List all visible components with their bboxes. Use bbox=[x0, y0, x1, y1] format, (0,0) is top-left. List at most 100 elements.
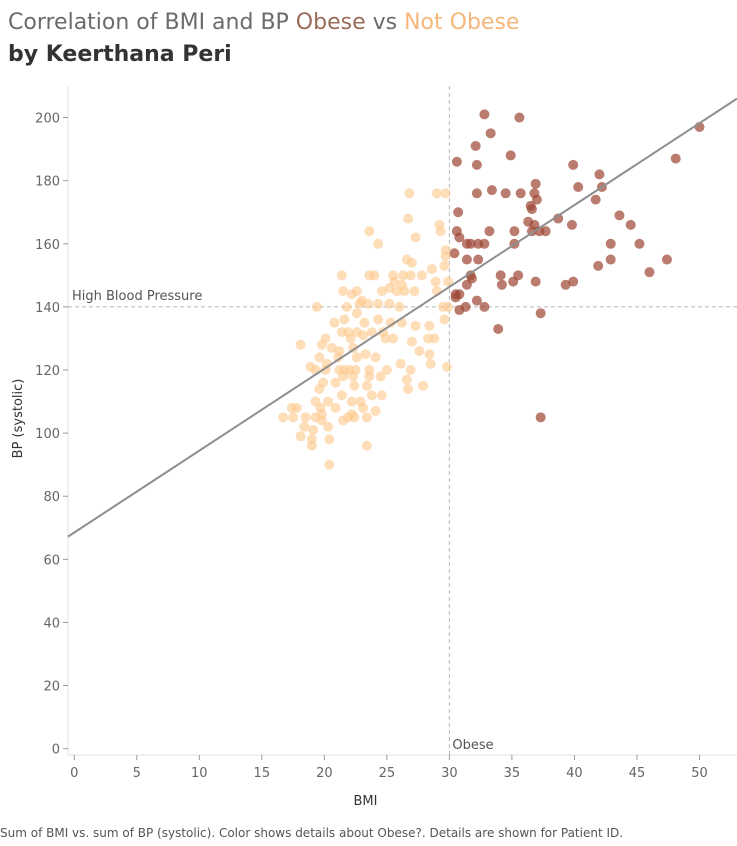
data-point-not-obese bbox=[333, 352, 344, 363]
data-point-not-obese bbox=[404, 188, 415, 199]
data-point-not-obese bbox=[336, 270, 347, 281]
data-point-not-obese bbox=[336, 390, 347, 401]
data-point-obese bbox=[568, 276, 579, 287]
title-obese-word: Obese bbox=[295, 10, 366, 35]
data-point-obese bbox=[514, 112, 525, 123]
data-point-not-obese bbox=[410, 320, 421, 331]
data-point-obese bbox=[451, 156, 462, 167]
data-point-obese bbox=[530, 178, 541, 189]
y-tick-label: 20 bbox=[43, 680, 60, 695]
data-point-not-obese bbox=[348, 371, 359, 382]
y-axis-title: BP (systolic) bbox=[11, 379, 26, 459]
data-point-obese bbox=[470, 140, 481, 151]
data-point-not-obese bbox=[288, 412, 299, 423]
data-point-obese bbox=[531, 194, 542, 205]
data-point-not-obese bbox=[330, 402, 341, 413]
data-point-not-obese bbox=[316, 339, 327, 350]
y-tick-label: 200 bbox=[35, 112, 60, 127]
x-axis-title: BMI bbox=[354, 794, 378, 809]
data-point-not-obese bbox=[395, 358, 406, 369]
data-point-not-obese bbox=[380, 333, 391, 344]
data-point-obese bbox=[625, 219, 636, 230]
data-point-not-obese bbox=[424, 320, 435, 331]
data-point-obese bbox=[508, 276, 519, 287]
data-point-not-obese bbox=[391, 286, 402, 297]
data-point-not-obese bbox=[361, 440, 372, 451]
data-point-not-obese bbox=[324, 434, 335, 445]
data-point-not-obese bbox=[316, 415, 327, 426]
data-point-not-obese bbox=[406, 336, 417, 347]
y-tick-label: 80 bbox=[43, 490, 60, 505]
data-point-not-obese bbox=[345, 333, 356, 344]
data-point-not-obese bbox=[440, 188, 451, 199]
data-point-obese bbox=[553, 213, 564, 224]
axes-layer: 0 20 40 60 80 100 120 140 160 180 200 0 5 10 15 20 25 30 3… bbox=[11, 86, 737, 809]
data-point-not-obese bbox=[439, 314, 450, 325]
data-point-not-obese bbox=[351, 286, 362, 297]
data-point-obese bbox=[496, 279, 507, 290]
data-point-not-obese bbox=[361, 412, 372, 423]
data-point-obese bbox=[515, 188, 526, 199]
data-point-not-obese bbox=[306, 440, 317, 451]
data-point-not-obese bbox=[346, 396, 357, 407]
data-point-not-obese bbox=[299, 421, 310, 432]
x-tick-label: 45 bbox=[629, 766, 646, 781]
data-point-not-obese bbox=[414, 346, 425, 357]
data-point-obese bbox=[479, 109, 490, 120]
points-layer bbox=[278, 109, 705, 470]
x-tick-label: 50 bbox=[691, 766, 708, 781]
chart-title: Correlation of BMI and BP Obese vs Not O… bbox=[8, 6, 728, 40]
data-point-obese bbox=[560, 279, 571, 290]
data-point-not-obese bbox=[416, 270, 427, 281]
data-point-not-obese bbox=[409, 286, 420, 297]
data-point-not-obese bbox=[443, 276, 454, 287]
data-point-not-obese bbox=[358, 402, 369, 413]
data-point-obese bbox=[449, 248, 460, 259]
data-point-not-obese bbox=[369, 270, 380, 281]
data-point-not-obese bbox=[314, 352, 325, 363]
data-point-not-obese bbox=[323, 396, 334, 407]
data-point-obese bbox=[590, 194, 601, 205]
x-tick-label: 15 bbox=[254, 766, 271, 781]
data-point-not-obese bbox=[405, 270, 416, 281]
data-point-obese bbox=[465, 238, 476, 249]
data-point-not-obese bbox=[418, 380, 429, 391]
data-point-obese bbox=[450, 292, 461, 303]
data-point-not-obese bbox=[370, 406, 381, 417]
data-point-not-obese bbox=[364, 226, 375, 237]
data-point-not-obese bbox=[430, 276, 441, 287]
data-point-not-obese bbox=[376, 390, 387, 401]
data-point-not-obese bbox=[399, 286, 410, 297]
chart-title-area: Correlation of BMI and BP Obese vs Not O… bbox=[8, 6, 728, 70]
y-tick-label: 60 bbox=[43, 553, 60, 568]
data-point-not-obese bbox=[338, 415, 349, 426]
y-tick-label: 40 bbox=[43, 616, 60, 631]
data-point-not-obese bbox=[385, 317, 396, 328]
data-point-not-obese bbox=[376, 286, 387, 297]
data-point-not-obese bbox=[329, 317, 340, 328]
data-point-not-obese bbox=[373, 298, 384, 309]
x-tick-label: 40 bbox=[566, 766, 583, 781]
data-point-obese bbox=[605, 238, 616, 249]
data-point-not-obese bbox=[424, 349, 435, 360]
data-point-not-obese bbox=[405, 365, 416, 376]
trend-line-layer bbox=[67, 97, 737, 538]
data-point-obese bbox=[661, 254, 672, 265]
data-point-obese bbox=[473, 254, 484, 265]
data-point-obese bbox=[566, 219, 577, 230]
data-point-not-obese bbox=[394, 301, 405, 312]
data-point-not-obese bbox=[291, 402, 302, 413]
title-not-obese-word: Not Obese bbox=[404, 10, 520, 35]
data-point-not-obese bbox=[358, 330, 369, 341]
data-point-not-obese bbox=[349, 412, 360, 423]
x-tick-label: 35 bbox=[504, 766, 521, 781]
data-point-obese bbox=[471, 188, 482, 199]
data-point-not-obese bbox=[370, 352, 381, 363]
data-point-not-obese bbox=[429, 333, 440, 344]
data-point-not-obese bbox=[403, 383, 414, 394]
x-tick-label: 5 bbox=[133, 766, 141, 781]
data-point-obese bbox=[486, 185, 497, 196]
y-tick-label: 100 bbox=[35, 427, 60, 442]
data-point-not-obese bbox=[300, 412, 311, 423]
data-point-not-obese bbox=[363, 298, 374, 309]
